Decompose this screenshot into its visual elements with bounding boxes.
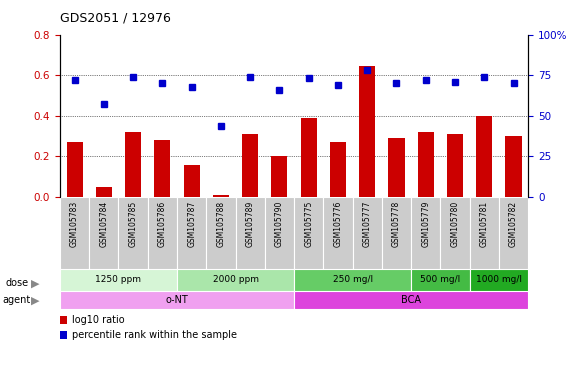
Bar [184,164,200,197]
Bar [411,268,470,291]
Text: GDS2051 / 12976: GDS2051 / 12976 [60,12,171,25]
Bar [265,197,294,268]
Bar [177,197,206,268]
Bar [476,116,492,197]
Text: o-NT: o-NT [166,295,188,305]
Bar [382,197,411,268]
Bar [236,197,265,268]
Text: GSM105785: GSM105785 [128,200,138,247]
Text: dose: dose [6,278,29,288]
Text: GSM105788: GSM105788 [216,200,226,247]
Bar [499,197,528,268]
Bar [505,136,521,197]
Bar [89,197,119,268]
Bar [148,197,177,268]
Bar [447,134,463,197]
Text: 250 mg/l: 250 mg/l [332,275,373,285]
Bar [213,195,229,197]
Bar [271,156,287,197]
Text: BCA: BCA [401,295,421,305]
Bar [294,197,323,268]
Bar [242,134,258,197]
Text: GSM105786: GSM105786 [158,200,167,247]
Bar [470,197,499,268]
Bar [154,140,170,197]
Bar [119,197,148,268]
Text: ▶: ▶ [31,278,40,288]
Text: GSM105782: GSM105782 [509,200,518,247]
Text: 500 mg/l: 500 mg/l [420,275,460,285]
Bar [96,187,112,197]
Text: 2000 ppm: 2000 ppm [212,275,259,285]
Text: ▶: ▶ [31,295,40,305]
Text: GSM105780: GSM105780 [451,200,460,247]
Bar [60,291,294,309]
Text: GSM105776: GSM105776 [333,200,343,247]
Bar [323,197,353,268]
Bar [330,142,346,197]
Bar [440,197,470,268]
Text: 1250 ppm: 1250 ppm [95,275,142,285]
Text: GSM105775: GSM105775 [304,200,313,247]
Text: GSM105778: GSM105778 [392,200,401,247]
Text: GSM105790: GSM105790 [275,200,284,247]
Text: GSM105781: GSM105781 [480,200,489,247]
Text: GSM105784: GSM105784 [99,200,108,247]
Bar [60,197,89,268]
Bar [301,118,317,197]
Bar [359,66,375,197]
Text: GSM105787: GSM105787 [187,200,196,247]
Text: GSM105779: GSM105779 [421,200,431,247]
Bar [60,268,177,291]
Bar [411,197,440,268]
Bar [353,197,382,268]
Bar [294,291,528,309]
Bar [67,142,83,197]
Bar [294,268,411,291]
Text: GSM105783: GSM105783 [70,200,79,247]
Bar [388,138,404,197]
Text: GSM105777: GSM105777 [363,200,372,247]
Bar [418,132,434,197]
Text: GSM105789: GSM105789 [246,200,255,247]
Text: agent: agent [3,295,31,305]
Text: percentile rank within the sample: percentile rank within the sample [72,330,237,340]
Bar [125,132,141,197]
Bar [177,268,294,291]
Text: log10 ratio: log10 ratio [72,315,124,325]
Bar [206,197,236,268]
Bar [470,268,528,291]
Text: 1000 mg/l: 1000 mg/l [476,275,522,285]
